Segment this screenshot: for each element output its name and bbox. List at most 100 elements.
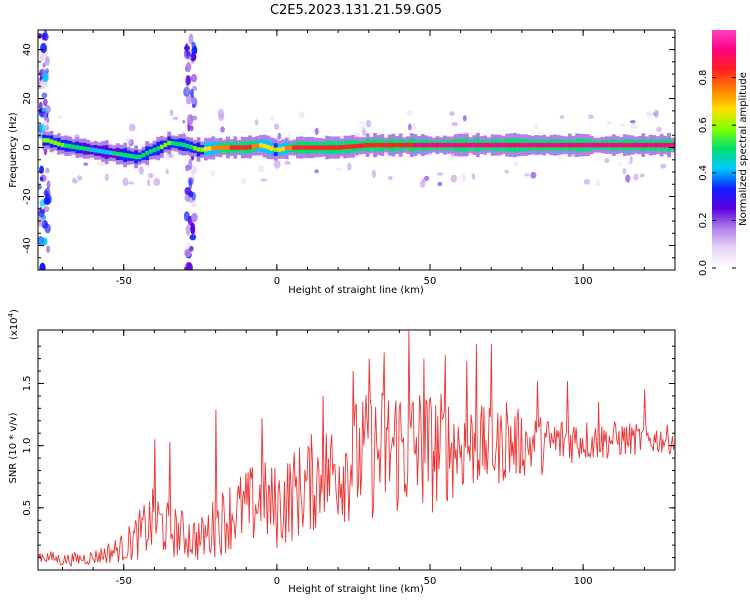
noise-blob-94 [437, 181, 443, 187]
ridge-core [137, 154, 142, 160]
ridge-core [295, 145, 300, 150]
noise-blob-33 [83, 162, 89, 166]
band-0-blob-42 [44, 187, 51, 198]
band-0-blob-54 [43, 30, 48, 40]
ridge-core [218, 145, 223, 150]
ridge-core [101, 149, 105, 154]
ridge-core [575, 142, 579, 148]
noise-blob-77 [449, 110, 455, 117]
noise-blob-67 [124, 137, 132, 145]
noise-blob-20 [462, 115, 467, 122]
noise-blob-81 [218, 113, 225, 121]
noise-blob-60 [629, 155, 633, 164]
band-1-blob-51 [188, 55, 192, 61]
band-1-blob-47 [183, 45, 191, 51]
ridge-core [112, 151, 116, 156]
ridge-core [512, 142, 517, 148]
noise-blob-22 [277, 132, 282, 140]
ridge-core [505, 142, 510, 148]
ridge-core [303, 145, 308, 150]
band-1-blob-58 [191, 200, 197, 208]
snr-y-tick-label: 0.5 [22, 500, 33, 516]
noise-blob-21 [284, 160, 291, 166]
ridge-core [134, 154, 138, 160]
ridge-core [670, 142, 675, 148]
noise-blob-80 [625, 174, 631, 183]
snr-x-tick-label: 0 [274, 576, 280, 587]
band-1-blob-26 [191, 192, 196, 201]
ridge-core [553, 142, 557, 148]
ridge-core [189, 144, 194, 150]
ridge-core [600, 142, 605, 148]
spectrogram-y-tick-label: -40 [22, 237, 33, 253]
band-0-blob-26 [38, 184, 42, 190]
colorbar-gradient [712, 30, 736, 268]
ridge-core [428, 142, 432, 148]
ridge-core [589, 142, 594, 148]
ridge-core [97, 148, 102, 154]
band-1-blob-54 [183, 211, 190, 222]
noise-blob-97 [451, 122, 459, 127]
ridge-core [237, 145, 241, 150]
noise-blob-114 [122, 177, 129, 187]
noise-blob-24 [630, 123, 637, 129]
figure-title: C2E5.2023.131.21.59.G05 [270, 3, 442, 18]
noise-blob-85 [645, 111, 652, 118]
ridge-core [233, 145, 238, 150]
noise-blob-44 [633, 173, 639, 181]
noise-blob-46 [169, 109, 174, 117]
ridge-core [373, 142, 377, 148]
ridge-core [527, 142, 532, 148]
ridge-core [619, 142, 624, 148]
noise-blob-31 [148, 172, 154, 179]
snr-ticks: -50 0 50 100 0.5 1.0 1.5 [22, 330, 676, 587]
band-1-blob-31 [191, 212, 198, 223]
ridge-core [104, 149, 109, 155]
band-0-blob-51 [44, 99, 49, 104]
ridge-core [571, 142, 576, 148]
ridge-core [178, 142, 183, 147]
ridge-core [86, 147, 91, 152]
snr-y-tick-label: 1.0 [22, 438, 33, 454]
ridge-core [148, 149, 153, 154]
spectrogram-panel: -50 0 50 100 -40 -20 0 20 40 Height of straight … [8, 29, 676, 296]
noise-blob-106 [128, 181, 134, 185]
ridge-core [170, 140, 175, 146]
noise-blob-51 [419, 179, 426, 188]
ridge-core [358, 143, 363, 148]
band-0-blob-17 [46, 245, 51, 254]
ridge-core [582, 142, 587, 148]
ridge-core [152, 147, 157, 153]
ridge-core [229, 145, 234, 150]
ridge-core [593, 142, 598, 148]
band-0-blob-35 [39, 53, 45, 62]
band-1-blob-46 [189, 245, 194, 252]
ridge-core [57, 141, 61, 147]
ridge-core [622, 142, 627, 148]
ridge-core [435, 142, 440, 148]
ridge-core [523, 142, 528, 148]
ridge-core [391, 142, 396, 148]
ridge-core [376, 142, 381, 148]
ridge-core [472, 142, 477, 148]
ridge-core [645, 142, 649, 148]
colorbar-tick-label: 0.4 [698, 165, 709, 181]
ridge-core [468, 142, 473, 148]
ridge-core [336, 145, 341, 150]
ridge-core [196, 147, 201, 152]
ridge-core [277, 147, 282, 152]
band-0-blob-58 [39, 176, 44, 181]
spectrogram-y-tick-label: -20 [22, 188, 33, 204]
ridge-core [328, 145, 333, 150]
ridge-core [281, 146, 285, 152]
band-1-blob-0 [190, 125, 194, 132]
colorbar-tick-label: 0.0 [698, 260, 709, 276]
colorbar: 0.0 0.2 0.4 0.6 0.8 Normalized spectral ampl… [698, 30, 749, 276]
spectrogram-y-tick-label: 20 [22, 92, 33, 105]
band-0-blob-47 [43, 112, 47, 121]
snr-series [38, 330, 675, 568]
ridge-core [615, 142, 620, 148]
spectrogram-x-tick-label: 50 [424, 276, 437, 287]
noise-blob-52 [347, 162, 352, 171]
ridge-core [637, 142, 642, 148]
